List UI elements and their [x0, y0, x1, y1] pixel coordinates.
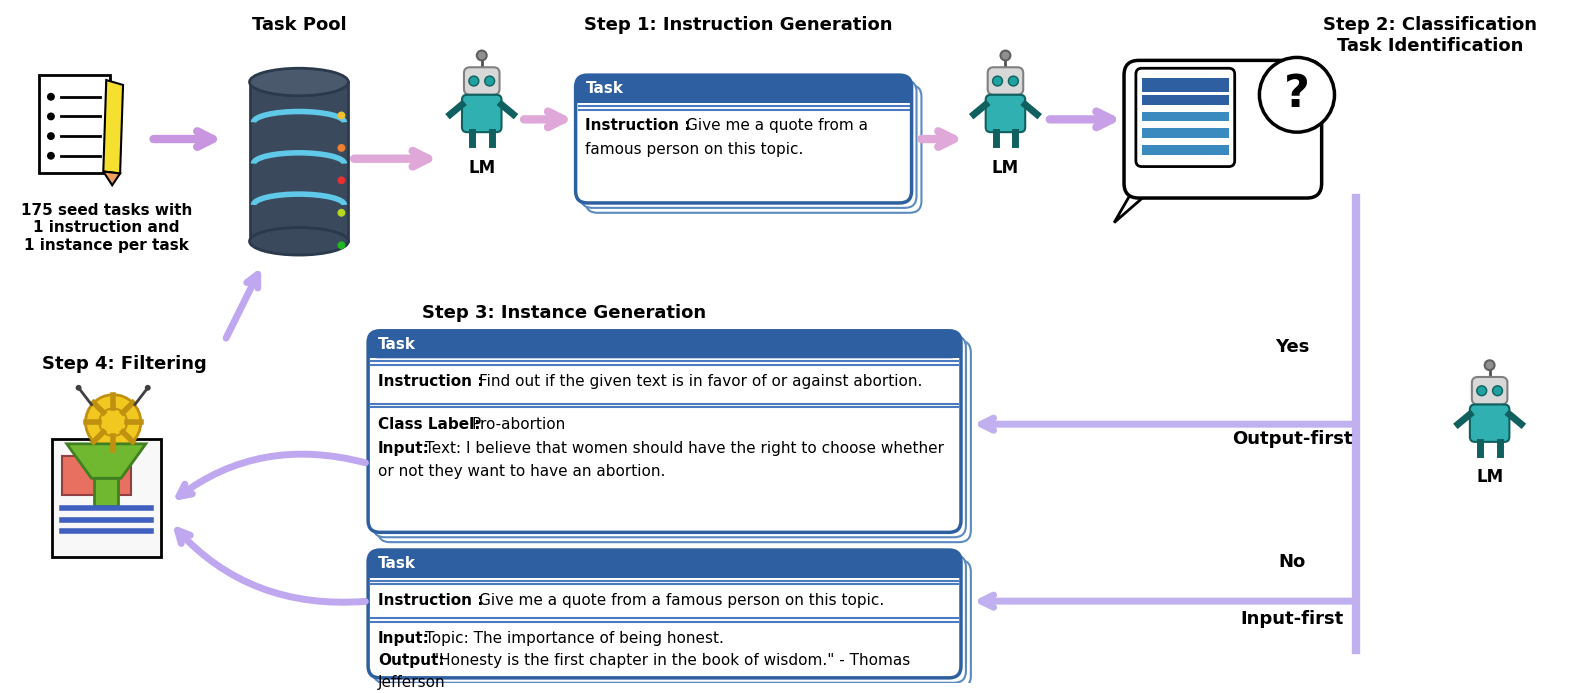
Text: Step 1: Instruction Generation: Step 1: Instruction Generation: [585, 16, 894, 34]
FancyBboxPatch shape: [369, 550, 961, 678]
Text: "Honesty is the first chapter in the book of wisdom." - Thomas: "Honesty is the first chapter in the boo…: [432, 653, 911, 668]
FancyBboxPatch shape: [369, 331, 961, 532]
Bar: [52, 439, 161, 557]
Text: LM: LM: [991, 159, 1020, 177]
Circle shape: [76, 385, 82, 391]
Circle shape: [1477, 386, 1486, 396]
Bar: [249, 82, 348, 241]
FancyBboxPatch shape: [378, 340, 971, 542]
Text: Task: Task: [378, 556, 416, 571]
Text: Find out if the given text is in favor of or against abortion.: Find out if the given text is in favor o…: [479, 374, 922, 389]
Text: Instruction :: Instruction :: [378, 374, 484, 389]
Bar: [1143, 78, 1229, 92]
Circle shape: [47, 112, 55, 121]
Bar: [369, 344, 961, 358]
Text: ?: ?: [1284, 73, 1310, 116]
Bar: [1143, 128, 1229, 138]
Circle shape: [993, 76, 1002, 86]
FancyBboxPatch shape: [374, 555, 966, 683]
Bar: [1143, 145, 1229, 155]
FancyBboxPatch shape: [369, 331, 961, 358]
Text: Task Pool: Task Pool: [252, 16, 347, 34]
Circle shape: [1009, 76, 1018, 86]
Circle shape: [485, 76, 495, 86]
Text: or not they want to have an abortion.: or not they want to have an abortion.: [378, 464, 665, 478]
FancyBboxPatch shape: [374, 335, 966, 537]
Circle shape: [337, 112, 345, 119]
Polygon shape: [104, 171, 120, 185]
Circle shape: [337, 177, 345, 184]
Text: Input:: Input:: [378, 441, 430, 456]
FancyBboxPatch shape: [985, 95, 1026, 132]
FancyBboxPatch shape: [1136, 68, 1234, 166]
Polygon shape: [66, 444, 147, 478]
Polygon shape: [104, 80, 123, 173]
Text: Task: Task: [378, 337, 416, 352]
Text: famous person on this topic.: famous person on this topic.: [586, 142, 804, 157]
FancyBboxPatch shape: [575, 75, 911, 203]
Text: Input-first: Input-first: [1240, 610, 1344, 628]
Text: Input:: Input:: [378, 631, 430, 646]
Circle shape: [1492, 386, 1502, 396]
Text: Class Label:: Class Label:: [378, 417, 481, 432]
Bar: [369, 564, 961, 577]
Circle shape: [145, 385, 151, 391]
Circle shape: [47, 93, 55, 100]
Bar: [1143, 112, 1229, 121]
Ellipse shape: [249, 68, 348, 96]
FancyBboxPatch shape: [988, 67, 1023, 95]
Text: Task: Task: [586, 81, 624, 96]
Circle shape: [1001, 51, 1010, 60]
FancyBboxPatch shape: [378, 560, 971, 687]
Text: Give me a quote from a famous person on this topic.: Give me a quote from a famous person on …: [479, 593, 884, 608]
FancyBboxPatch shape: [586, 85, 922, 213]
FancyBboxPatch shape: [462, 95, 501, 132]
Text: Text: I believe that women should have the right to choose whether: Text: I believe that women should have t…: [426, 441, 944, 456]
Text: Output-first: Output-first: [1232, 430, 1352, 448]
Text: Yes: Yes: [1275, 338, 1310, 356]
Circle shape: [337, 209, 345, 217]
Bar: [39, 75, 110, 173]
Text: Step 3: Instance Generation: Step 3: Instance Generation: [422, 304, 706, 322]
Text: Pro-abortion: Pro-abortion: [471, 417, 566, 432]
Text: LM: LM: [468, 159, 495, 177]
FancyBboxPatch shape: [1470, 405, 1510, 442]
Text: No: No: [1278, 553, 1305, 571]
Text: Step 2: Classification
Task Identification: Step 2: Classification Task Identificati…: [1324, 16, 1537, 55]
FancyBboxPatch shape: [369, 550, 961, 577]
Text: Output:: Output:: [378, 653, 444, 668]
Circle shape: [47, 152, 55, 159]
Text: 175 seed tasks with
1 instruction and
1 instance per task: 175 seed tasks with 1 instruction and 1 …: [20, 203, 192, 253]
Circle shape: [337, 241, 345, 249]
FancyBboxPatch shape: [580, 80, 917, 208]
Bar: [95, 478, 118, 506]
Circle shape: [85, 395, 140, 450]
Ellipse shape: [249, 227, 348, 255]
FancyBboxPatch shape: [575, 75, 911, 103]
Text: Give me a quote from a: Give me a quote from a: [686, 119, 868, 133]
Polygon shape: [1114, 188, 1154, 222]
Bar: [575, 89, 911, 103]
FancyBboxPatch shape: [1124, 60, 1322, 198]
Circle shape: [470, 76, 479, 86]
Text: Topic: The importance of being honest.: Topic: The importance of being honest.: [426, 631, 725, 646]
FancyBboxPatch shape: [1472, 377, 1507, 405]
Text: Jefferson: Jefferson: [378, 675, 446, 690]
Circle shape: [1259, 58, 1335, 132]
Bar: [1143, 95, 1229, 105]
Circle shape: [1485, 360, 1494, 370]
Circle shape: [47, 132, 55, 140]
Text: Step 4: Filtering: Step 4: Filtering: [43, 356, 206, 374]
Circle shape: [337, 144, 345, 152]
Bar: [61, 455, 131, 495]
Text: Instruction :: Instruction :: [378, 593, 484, 608]
Circle shape: [99, 408, 128, 436]
Circle shape: [478, 51, 487, 60]
FancyBboxPatch shape: [463, 67, 500, 95]
Text: Instruction :: Instruction :: [586, 119, 690, 133]
Text: LM: LM: [1477, 468, 1504, 486]
